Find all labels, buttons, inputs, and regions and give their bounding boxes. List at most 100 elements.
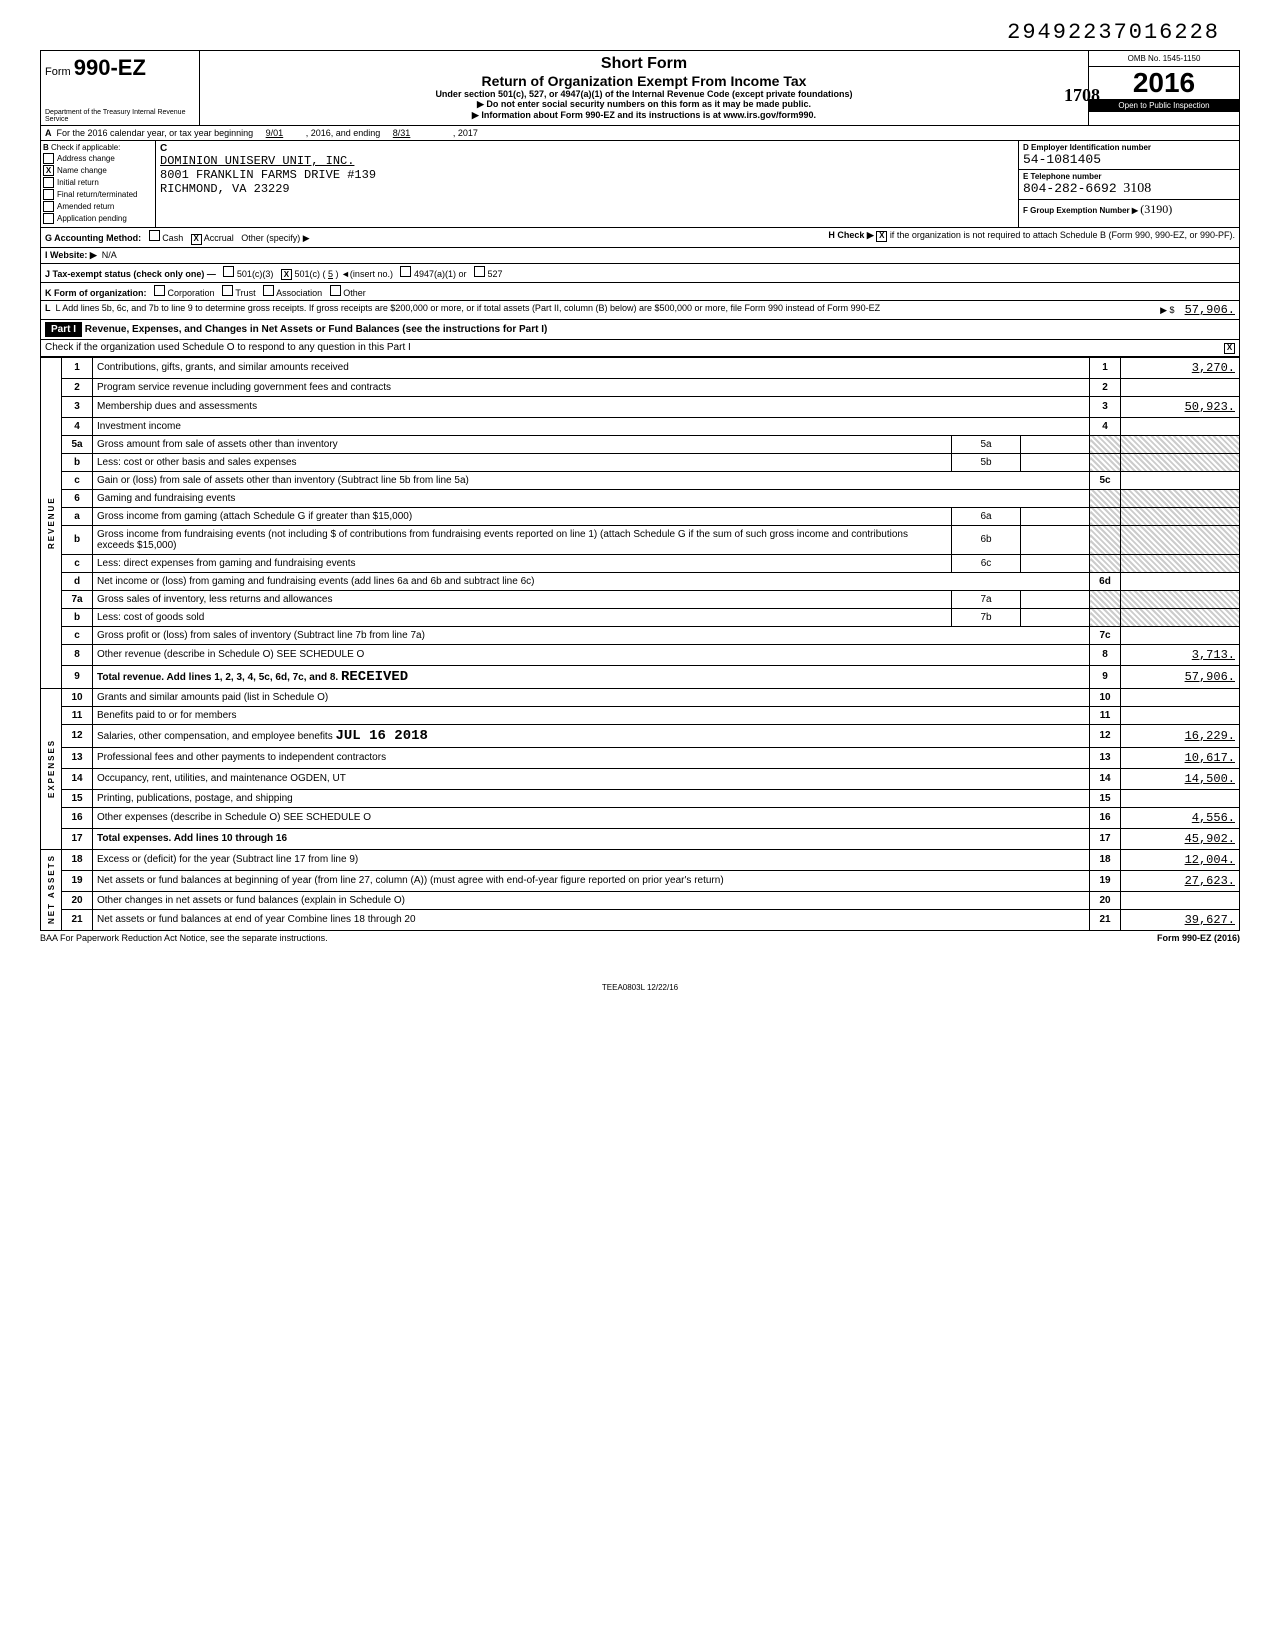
part1-check-text: Check if the organization used Schedule …: [45, 342, 411, 353]
row-g-h: G Accounting Method: Cash X Accrual Othe…: [40, 228, 1240, 248]
line-desc: Professional fees and other payments to …: [93, 747, 1090, 768]
cb-501c[interactable]: X: [281, 269, 292, 280]
footer-left: BAA For Paperwork Reduction Act Notice, …: [40, 933, 328, 943]
part1-label: Part I: [45, 322, 82, 337]
cb-schedule-b[interactable]: X: [876, 231, 887, 242]
line-desc: Membership dues and assessments: [93, 396, 1090, 417]
cb-501c3[interactable]: [223, 266, 234, 277]
org-address-2: RICHMOND, VA 23229: [160, 182, 290, 196]
line-mid: 5b: [952, 453, 1021, 471]
subtitle-1: Under section 501(c), 527, or 4947(a)(1)…: [204, 89, 1084, 99]
b-label: Check if applicable:: [51, 143, 120, 152]
cb-corporation[interactable]: [154, 285, 165, 296]
line-number: b: [62, 453, 93, 471]
line-row: 12Salaries, other compensation, and empl…: [41, 724, 1240, 747]
line-number: a: [62, 507, 93, 525]
line-amount: [1121, 706, 1240, 724]
cb-cash[interactable]: [149, 230, 160, 241]
line-desc: Net assets or fund balances at beginning…: [93, 870, 1090, 891]
phone-value: 804-282-6692: [1023, 181, 1117, 196]
cb-amended[interactable]: Amended return: [43, 201, 153, 212]
form-number: Form 990-EZ: [45, 55, 195, 81]
line-desc: Less: cost or other basis and sales expe…: [93, 453, 952, 471]
line-row: 20Other changes in net assets or fund ba…: [41, 891, 1240, 909]
line-desc: Salaries, other compensation, and employ…: [93, 724, 1090, 747]
cb-schedule-o[interactable]: X: [1224, 343, 1235, 354]
line-row: dNet income or (loss) from gaming and fu…: [41, 572, 1240, 590]
footer-right: Form 990-EZ (2016): [1157, 933, 1240, 943]
line-desc: Gross profit or (loss) from sales of inv…: [93, 626, 1090, 644]
line-row: 8Other revenue (describe in Schedule O) …: [41, 644, 1240, 665]
cb-final-return[interactable]: Final return/terminated: [43, 189, 153, 200]
title-short: Short Form: [204, 55, 1084, 73]
line-desc: Printing, publications, postage, and shi…: [93, 789, 1090, 807]
line-desc: Grants and similar amounts paid (list in…: [93, 688, 1090, 706]
tax-year-end-year: , 2017: [453, 128, 478, 138]
line-mid: 6c: [952, 554, 1021, 572]
line-desc: Gross income from gaming (attach Schedul…: [93, 507, 952, 525]
line-mid: 7b: [952, 608, 1021, 626]
line-row: cGross profit or (loss) from sales of in…: [41, 626, 1240, 644]
line-number: 15: [62, 789, 93, 807]
l-arrow: ▶ $: [1160, 305, 1174, 315]
j-501c: 501(c) (: [294, 269, 325, 279]
line-amount: [1121, 554, 1240, 572]
lines-table: REVENUE1Contributions, gifts, grants, an…: [40, 357, 1240, 931]
line-amount: 50,923.: [1121, 396, 1240, 417]
line-box: [1090, 608, 1121, 626]
g-other: Other (specify) ▶: [241, 233, 309, 243]
line-amount: [1121, 525, 1240, 554]
line-number: 6: [62, 489, 93, 507]
j-501c-suffix: ) ◄(insert no.): [336, 269, 393, 279]
cb-accrual[interactable]: X: [191, 234, 202, 245]
line-box: 9: [1090, 665, 1121, 688]
g-cash: Cash: [162, 233, 183, 243]
line-number: 16: [62, 807, 93, 828]
line-box: 19: [1090, 870, 1121, 891]
line-row: NET ASSETS18Excess or (deficit) for the …: [41, 849, 1240, 870]
row-l: L L Add lines 5b, 6c, and 7b to line 9 t…: [40, 301, 1240, 320]
cb-application-pending[interactable]: Application pending: [43, 213, 153, 224]
line-mid-amount: [1021, 507, 1090, 525]
line-box: 21: [1090, 909, 1121, 930]
cb-trust[interactable]: [222, 285, 233, 296]
line-desc: Gross income from fundraising events (no…: [93, 525, 952, 554]
form-header-right: OMB No. 1545-1150 2016 Open to Public In…: [1088, 51, 1239, 125]
line-number: 14: [62, 768, 93, 789]
tax-year-start: 9/01: [266, 128, 284, 138]
cb-address-change[interactable]: Address change: [43, 153, 153, 164]
cb-name-change[interactable]: XName change: [43, 165, 153, 176]
k-other: Other: [343, 288, 366, 298]
cb-4947[interactable]: [400, 266, 411, 277]
line-mid: 7a: [952, 590, 1021, 608]
line-amount: 3,713.: [1121, 644, 1240, 665]
line-row: cGain or (loss) from sale of assets othe…: [41, 471, 1240, 489]
line-box: 11: [1090, 706, 1121, 724]
cb-association[interactable]: [263, 285, 274, 296]
line-desc: Contributions, gifts, grants, and simila…: [93, 357, 1090, 378]
line-mid: 5a: [952, 435, 1021, 453]
j-4947: 4947(a)(1) or: [414, 269, 467, 279]
line-desc: Excess or (deficit) for the year (Subtra…: [93, 849, 1090, 870]
cb-527[interactable]: [474, 266, 485, 277]
line-box: [1090, 554, 1121, 572]
line-a-mid: , 2016, and ending: [306, 128, 381, 138]
g-accrual: Accrual: [204, 233, 234, 243]
line-amount: 14,500.: [1121, 768, 1240, 789]
e-label: E Telephone number: [1023, 172, 1102, 181]
line-mid-amount: [1021, 608, 1090, 626]
cb-other[interactable]: [330, 285, 341, 296]
line-desc: Net assets or fund balances at end of ye…: [93, 909, 1090, 930]
line-mid: 6b: [952, 525, 1021, 554]
line-amount: [1121, 378, 1240, 396]
form-header-left: Form 990-EZ Department of the Treasury I…: [41, 51, 200, 125]
line-mid-amount: [1021, 590, 1090, 608]
cb-initial-return[interactable]: Initial return: [43, 177, 153, 188]
line-row: 13Professional fees and other payments t…: [41, 747, 1240, 768]
line-number: b: [62, 525, 93, 554]
line-number: 19: [62, 870, 93, 891]
line-box: 15: [1090, 789, 1121, 807]
line-box: 10: [1090, 688, 1121, 706]
line-amount: [1121, 471, 1240, 489]
line-mid-amount: [1021, 453, 1090, 471]
